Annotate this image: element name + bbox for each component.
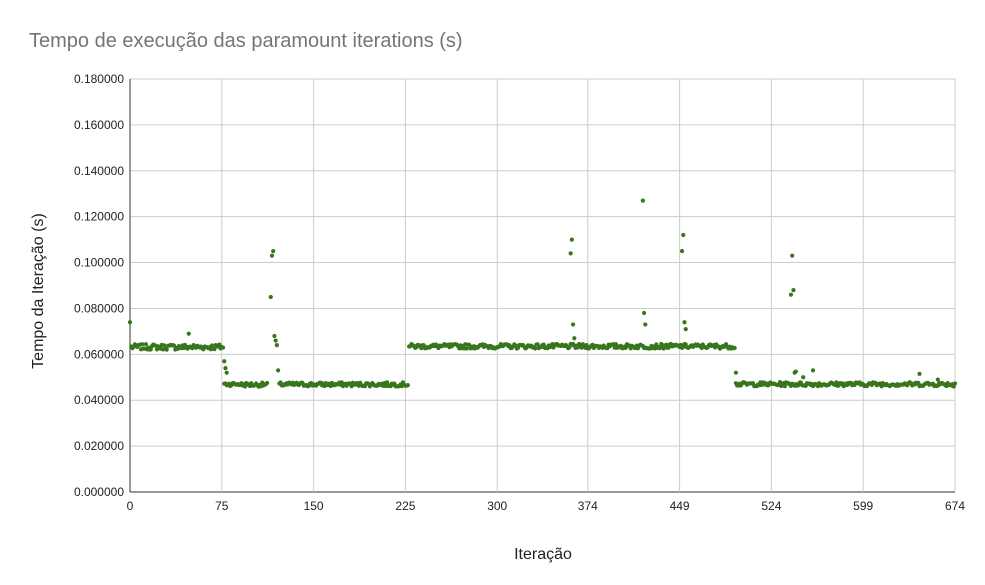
x-tick-label: 449 — [670, 499, 690, 513]
data-point — [272, 333, 277, 339]
data-point — [682, 320, 687, 325]
y-tick-label: 0.020000 — [74, 439, 124, 453]
data-point — [834, 380, 839, 385]
data-point — [164, 347, 169, 352]
data-point — [273, 338, 278, 343]
y-tick-label: 0.000000 — [74, 485, 124, 499]
data-point — [643, 322, 648, 327]
data-point — [186, 331, 191, 336]
data-point — [143, 342, 149, 347]
y-tick-label: 0.060000 — [74, 347, 124, 361]
data-point — [951, 384, 956, 389]
data-point — [269, 253, 275, 258]
data-point — [533, 346, 538, 351]
y-tick-label: 0.180000 — [74, 72, 124, 86]
data-point — [569, 237, 574, 242]
data-point — [212, 346, 217, 352]
x-tick-labels: 0 75 150 225 300 374 449 524 599 674 — [127, 499, 966, 513]
x-tick-label: 374 — [578, 499, 598, 513]
data-point — [224, 370, 229, 375]
data-point — [657, 345, 663, 351]
data-point — [641, 310, 647, 316]
data-point — [788, 292, 794, 297]
data-point — [464, 346, 469, 351]
y-axis-label: Tempo da Iteração (s) — [30, 213, 47, 369]
data-point — [584, 343, 589, 348]
data-point — [148, 347, 153, 352]
data-point — [640, 198, 645, 203]
x-axis-label: Iteração — [514, 546, 572, 563]
data-point — [733, 370, 738, 375]
data-point — [222, 359, 227, 364]
data-points — [127, 198, 958, 389]
data-point — [571, 322, 576, 327]
data-point — [384, 380, 390, 385]
data-point — [223, 366, 228, 371]
data-point — [935, 377, 940, 382]
data-point — [264, 380, 270, 386]
data-point — [268, 294, 273, 300]
y-tick-label: 0.080000 — [74, 301, 124, 315]
x-tick-label: 674 — [945, 499, 965, 513]
data-point — [162, 343, 167, 348]
data-point — [572, 336, 577, 341]
data-point — [791, 287, 796, 293]
data-point — [679, 248, 685, 254]
data-point — [681, 232, 686, 238]
data-point — [567, 345, 572, 350]
y-tick-labels: 0.000000 0.020000 0.040000 0.060000 0.080000… — [74, 72, 124, 499]
chart-title: Tempo de execução das paramount iteratio… — [29, 30, 463, 52]
data-point — [810, 368, 816, 373]
data-point — [917, 371, 922, 376]
data-point — [405, 383, 410, 388]
data-point — [140, 342, 145, 347]
x-tick-label: 225 — [395, 499, 415, 513]
data-point — [732, 345, 737, 351]
y-tick-label: 0.100000 — [74, 256, 124, 270]
data-point — [654, 342, 659, 347]
y-tick-label: 0.140000 — [74, 164, 124, 178]
y-tick-label: 0.120000 — [74, 210, 124, 224]
grid — [129, 78, 956, 493]
data-point — [683, 326, 688, 332]
data-point — [276, 368, 281, 373]
data-point — [220, 345, 226, 350]
y-tick-label: 0.040000 — [74, 393, 124, 407]
x-tick-label: 150 — [304, 499, 324, 513]
x-tick-label: 75 — [215, 499, 229, 513]
data-point — [568, 251, 573, 256]
data-point — [801, 375, 806, 380]
data-point — [793, 369, 798, 374]
data-point — [790, 253, 795, 258]
x-tick-label: 599 — [853, 499, 873, 513]
data-point — [271, 248, 276, 254]
data-point — [274, 343, 279, 348]
x-tick-label: 300 — [487, 499, 507, 513]
x-tick-label: 524 — [761, 499, 781, 513]
data-point — [782, 384, 787, 389]
data-point — [666, 345, 671, 350]
y-tick-label: 0.160000 — [74, 118, 124, 132]
data-point — [127, 320, 133, 325]
x-tick-label: 0 — [127, 499, 134, 513]
data-point — [541, 342, 546, 347]
